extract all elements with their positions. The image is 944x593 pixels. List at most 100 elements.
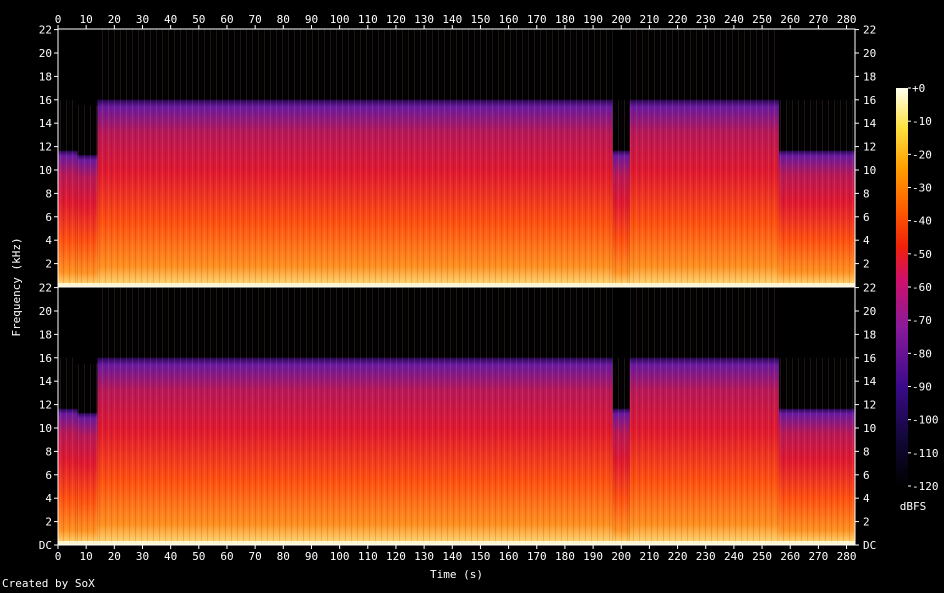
x-tick-label: 20 [108,550,121,563]
y-tick-label: 18 [39,70,52,83]
spectrum-texture [629,287,779,545]
x-tick-label-top: 10 [80,13,93,26]
y-tick-label: 16 [39,94,52,107]
y-tick-label: 22 [39,24,52,37]
x-tick-label-top: 240 [724,13,744,26]
colorbar-label: dBFS [900,500,927,513]
x-tick-label-top: 270 [808,13,828,26]
x-tick-label-top: 220 [668,13,688,26]
y-tick-label: 2 [45,258,52,271]
colorbar-tick-label: -10 [912,115,932,128]
y-tick-label-right: 16 [863,352,876,365]
x-tick-label-top: 190 [583,13,603,26]
x-tick-label-top: 230 [696,13,716,26]
x-tick-label: 60 [220,550,233,563]
x-tick-label: 30 [136,550,149,563]
x-tick-label-top: 50 [192,13,205,26]
spectrum-texture [58,99,78,287]
colorbar [896,88,908,486]
y-tick-label: 14 [39,117,53,130]
spectrum-texture [97,29,613,288]
x-tick-label-top: 210 [639,13,659,26]
x-tick-label: 0 [55,550,62,563]
y-tick-label-right: 4 [863,492,870,505]
x-tick-label-top: 180 [555,13,575,26]
x-tick-label-top: 110 [358,13,378,26]
colorbar-tick-label: -120 [912,480,939,493]
y-tick-label: 20 [39,47,52,60]
x-tick-label: 180 [555,550,575,563]
x-tick-label: 210 [639,550,659,563]
y-tick-label: 4 [45,234,52,247]
y-tick-label-right: 22 [863,24,876,37]
channel-2-panel-border [57,286,856,546]
x-tick-label: 120 [386,550,406,563]
colorbar-tick-label: -20 [912,148,932,161]
x-axis-label: Time (s) [430,568,483,581]
colorbar-tick-label: -30 [912,182,932,195]
x-tick-label-top: 70 [249,13,262,26]
x-tick-label: 40 [164,550,177,563]
spectrum-texture [612,357,630,545]
x-tick-label-top: 260 [780,13,800,26]
x-tick-label: 250 [752,550,772,563]
x-tick-label: 280 [837,550,857,563]
colorbar-tick-label: -80 [912,347,932,360]
colorbar-tick-label: -60 [912,281,932,294]
y-axis-label: Frequency (kHz) [10,237,23,336]
x-tick-label-top: 80 [277,13,290,26]
y-tick-label: DC [39,539,52,552]
x-tick-label-top: 160 [499,13,519,26]
x-tick-label: 260 [780,550,800,563]
colorbar-tick-label: -40 [912,215,932,228]
y-tick-label-right: 8 [863,445,870,458]
x-tick-label: 200 [611,550,631,563]
y-tick-label: 2 [45,516,52,529]
x-tick-label-top: 250 [752,13,772,26]
y-tick-label-right: 4 [863,234,870,247]
x-tick-label-top: 120 [386,13,406,26]
x-tick-label-top: 60 [220,13,233,26]
x-tick-label: 110 [358,550,378,563]
dc-band [58,541,855,545]
x-tick-label: 10 [80,550,93,563]
y-tick-label: 22 [39,282,52,295]
x-tick-label: 150 [471,550,491,563]
y-tick-label-right: 20 [863,47,876,60]
y-tick-label: 20 [39,305,52,318]
x-tick-label-top: 140 [442,13,462,26]
x-tick-label: 70 [249,550,262,563]
colorbar-tick-label: -100 [912,414,939,427]
x-tick-label-top: 100 [330,13,350,26]
x-tick-label-top: 90 [305,13,318,26]
x-tick-label: 240 [724,550,744,563]
y-tick-label: 8 [45,445,52,458]
y-tick-label: 4 [45,492,52,505]
colorbar-tick-label: -50 [912,248,932,261]
y-tick-label: 12 [39,141,52,154]
spectrum-texture [77,105,98,287]
y-tick-label: 14 [39,375,53,388]
y-tick-label-right: 10 [863,164,876,177]
spectrum-texture [58,357,78,545]
spectrum-texture [778,357,855,545]
x-tick-label: 160 [499,550,519,563]
y-tick-label-right: 6 [863,469,870,482]
x-tick-label: 270 [808,550,828,563]
x-tick-label: 80 [277,550,290,563]
x-tick-label: 90 [305,550,318,563]
colorbar-tick-label: -70 [912,314,932,327]
y-tick-label-right: 8 [863,187,870,200]
y-tick-label-right: 14 [863,375,877,388]
spectrum-texture [612,99,630,287]
x-tick-label: 130 [414,550,434,563]
x-tick-label: 50 [192,550,205,563]
y-tick-label: 10 [39,164,52,177]
y-tick-label-right: 14 [863,117,877,130]
x-tick-label-top: 130 [414,13,434,26]
x-tick-label: 100 [330,550,350,563]
y-tick-label-right: 22 [863,282,876,295]
x-tick-label-top: 170 [527,13,547,26]
spectrum-texture [97,287,613,545]
x-tick-label: 170 [527,550,547,563]
